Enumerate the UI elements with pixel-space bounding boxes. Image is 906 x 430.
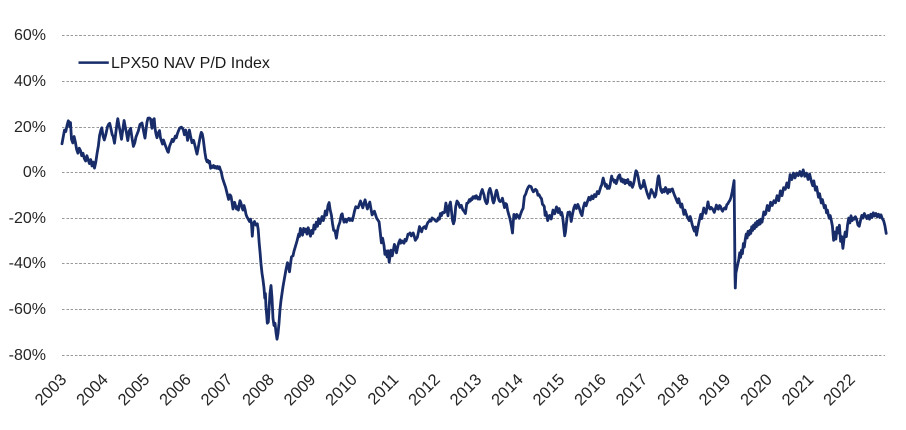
svg-text:2020: 2020: [737, 371, 776, 410]
svg-text:-80%: -80%: [9, 347, 46, 364]
svg-text:-20%: -20%: [9, 210, 46, 227]
svg-text:2022: 2022: [820, 371, 859, 410]
svg-text:2005: 2005: [115, 371, 154, 410]
svg-text:-60%: -60%: [9, 301, 46, 318]
svg-text:2013: 2013: [447, 371, 486, 410]
svg-text:2008: 2008: [239, 371, 278, 410]
svg-text:2003: 2003: [32, 371, 71, 410]
svg-text:2007: 2007: [198, 371, 237, 410]
svg-text:-40%: -40%: [9, 255, 46, 272]
svg-text:2021: 2021: [779, 371, 818, 410]
svg-text:2014: 2014: [488, 371, 527, 410]
svg-text:2009: 2009: [281, 371, 320, 410]
svg-text:20%: 20%: [14, 119, 46, 136]
svg-text:2004: 2004: [73, 371, 112, 410]
svg-text:0%: 0%: [23, 164, 46, 181]
svg-text:40%: 40%: [14, 73, 46, 90]
svg-text:2010: 2010: [322, 371, 361, 410]
svg-text:2018: 2018: [654, 371, 693, 410]
svg-text:2015: 2015: [530, 371, 569, 410]
svg-text:2012: 2012: [405, 371, 444, 410]
svg-text:2006: 2006: [156, 371, 195, 410]
svg-text:2017: 2017: [613, 371, 652, 410]
svg-text:2019: 2019: [696, 371, 735, 410]
svg-text:60%: 60%: [14, 27, 46, 44]
svg-text:2016: 2016: [571, 371, 610, 410]
svg-text:LPX50 NAV P/D Index: LPX50 NAV P/D Index: [111, 55, 270, 72]
svg-text:2011: 2011: [365, 371, 403, 409]
